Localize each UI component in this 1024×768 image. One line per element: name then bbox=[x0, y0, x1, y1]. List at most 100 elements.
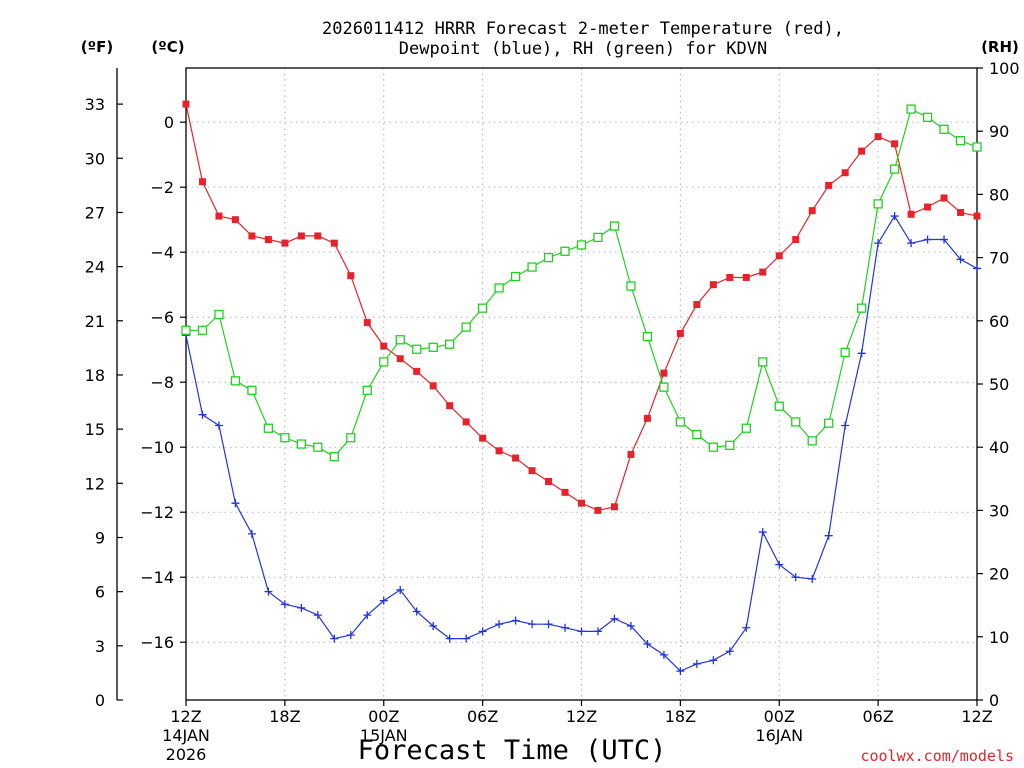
fahrenheit-tick-label: 12 bbox=[85, 474, 105, 493]
rh-point bbox=[922, 112, 933, 122]
dewpoint-point bbox=[692, 659, 701, 668]
fahrenheit-tick-label: 21 bbox=[85, 312, 105, 331]
dewpoint-point bbox=[643, 640, 652, 649]
celsius-tick-label: −8 bbox=[150, 373, 174, 392]
rh-point bbox=[296, 439, 307, 449]
rh-tick-label: 70 bbox=[989, 249, 1009, 268]
temperature-point bbox=[627, 450, 635, 458]
watermark: coolwx.com/models bbox=[860, 747, 1014, 765]
rh-point bbox=[494, 283, 504, 293]
chart-title-line-1: 2026011412 HRRR Forecast 2-meter Tempera… bbox=[322, 19, 844, 39]
temperature-point bbox=[808, 207, 816, 215]
rh-point bbox=[840, 347, 850, 358]
dewpoint-point bbox=[593, 627, 602, 636]
rh-point bbox=[362, 385, 372, 395]
rh-point bbox=[758, 357, 768, 367]
data-series bbox=[181, 100, 982, 676]
rh-point bbox=[824, 418, 834, 428]
temperature-point bbox=[281, 239, 289, 247]
temperature-point bbox=[231, 216, 239, 224]
time-tick-date-label: 16JAN bbox=[755, 726, 803, 745]
temperature-point bbox=[676, 329, 684, 337]
x-axis-title: Forecast Time (UTC) bbox=[358, 735, 667, 766]
time-tick-label: 12Z bbox=[170, 707, 201, 726]
temperature-point bbox=[347, 272, 355, 280]
rh-point bbox=[510, 271, 521, 282]
fahrenheit-tick-label: 6 bbox=[95, 583, 105, 602]
dewpoint-point bbox=[462, 634, 471, 643]
time-tick-label: 06Z bbox=[862, 707, 893, 726]
dewpoint-point bbox=[725, 647, 734, 656]
celsius-tick-label: −16 bbox=[140, 633, 174, 652]
dewpoint-point bbox=[313, 611, 322, 620]
time-tick-label: 06Z bbox=[467, 707, 498, 726]
rh-point bbox=[725, 440, 735, 450]
temperature-point bbox=[182, 100, 190, 108]
fahrenheit-tick-label: 24 bbox=[85, 258, 105, 277]
celsius-unit-label: (ºC) bbox=[151, 38, 184, 56]
dewpoint-point bbox=[330, 634, 339, 643]
fahrenheit-tick-label: 18 bbox=[85, 366, 105, 385]
fahrenheit-tick-label: 33 bbox=[85, 95, 105, 114]
dewpoint-point bbox=[857, 349, 866, 358]
temperature-point bbox=[429, 382, 437, 390]
rh-tick-label: 10 bbox=[989, 628, 1009, 647]
celsius-axis: 0 −2 −4 −6 −8 −10 −12 −14 −16 bbox=[140, 113, 186, 652]
temperature-point bbox=[545, 478, 553, 486]
temperature-point bbox=[198, 178, 206, 186]
time-tick-date-label: 14JAN bbox=[162, 726, 210, 745]
temperature-point bbox=[940, 194, 948, 202]
rh-point bbox=[280, 433, 290, 443]
rh-point bbox=[609, 221, 620, 231]
dewpoint-point bbox=[775, 560, 784, 569]
dewpoint-point bbox=[577, 627, 586, 636]
rh-point bbox=[395, 335, 405, 345]
temperature-point bbox=[874, 133, 882, 141]
dewpoint-point bbox=[874, 239, 883, 248]
temperature-point bbox=[314, 232, 322, 240]
rh-point bbox=[197, 325, 208, 335]
2-meter-temperature-series bbox=[182, 100, 981, 514]
rh-point bbox=[527, 262, 537, 272]
temperature-point bbox=[858, 147, 866, 155]
dewpoint-point bbox=[923, 235, 932, 244]
dewpoint-point bbox=[791, 573, 800, 582]
chart-title-line-2: Dewpoint (blue), RH (green) for KDVN bbox=[399, 39, 767, 59]
rh-tick-label: 60 bbox=[989, 312, 1009, 331]
temperature-point bbox=[775, 252, 783, 260]
temperature-point bbox=[610, 503, 618, 511]
rh-point bbox=[774, 401, 784, 411]
rh-point bbox=[477, 303, 488, 313]
dewpoint-point bbox=[758, 528, 767, 537]
dewpoint-point bbox=[231, 499, 240, 508]
temperature-point bbox=[446, 402, 454, 410]
temperature-point bbox=[495, 447, 503, 455]
rh-tick-label: 100 bbox=[989, 59, 1020, 78]
dewpoint-point bbox=[626, 621, 635, 630]
fahrenheit-unit-label: (ºF) bbox=[81, 38, 113, 56]
rh-point bbox=[939, 124, 949, 134]
rh-point bbox=[428, 342, 438, 352]
temperature-point bbox=[413, 367, 421, 375]
temperature-point bbox=[330, 239, 338, 247]
temperature-point bbox=[462, 418, 470, 426]
temperature-point bbox=[726, 273, 734, 281]
temperature-point bbox=[709, 281, 717, 289]
temperature-point bbox=[841, 169, 849, 177]
temperature-point bbox=[215, 212, 223, 220]
rh-point bbox=[379, 357, 389, 367]
rh-point bbox=[230, 376, 241, 386]
rh-point bbox=[741, 423, 751, 433]
rh-point bbox=[214, 309, 224, 320]
dewpoint-point bbox=[280, 600, 289, 609]
temperature-point bbox=[578, 499, 585, 507]
rh-point bbox=[807, 436, 817, 446]
dewpoint-series bbox=[182, 212, 981, 676]
temperature-point bbox=[380, 342, 388, 350]
time-tick-label: 12Z bbox=[566, 707, 597, 726]
rh-point bbox=[889, 164, 900, 174]
relative-humidity-series bbox=[181, 104, 982, 462]
dewpoint-point bbox=[907, 239, 916, 248]
rh-point bbox=[972, 142, 982, 152]
dewpoint-point bbox=[528, 620, 537, 629]
